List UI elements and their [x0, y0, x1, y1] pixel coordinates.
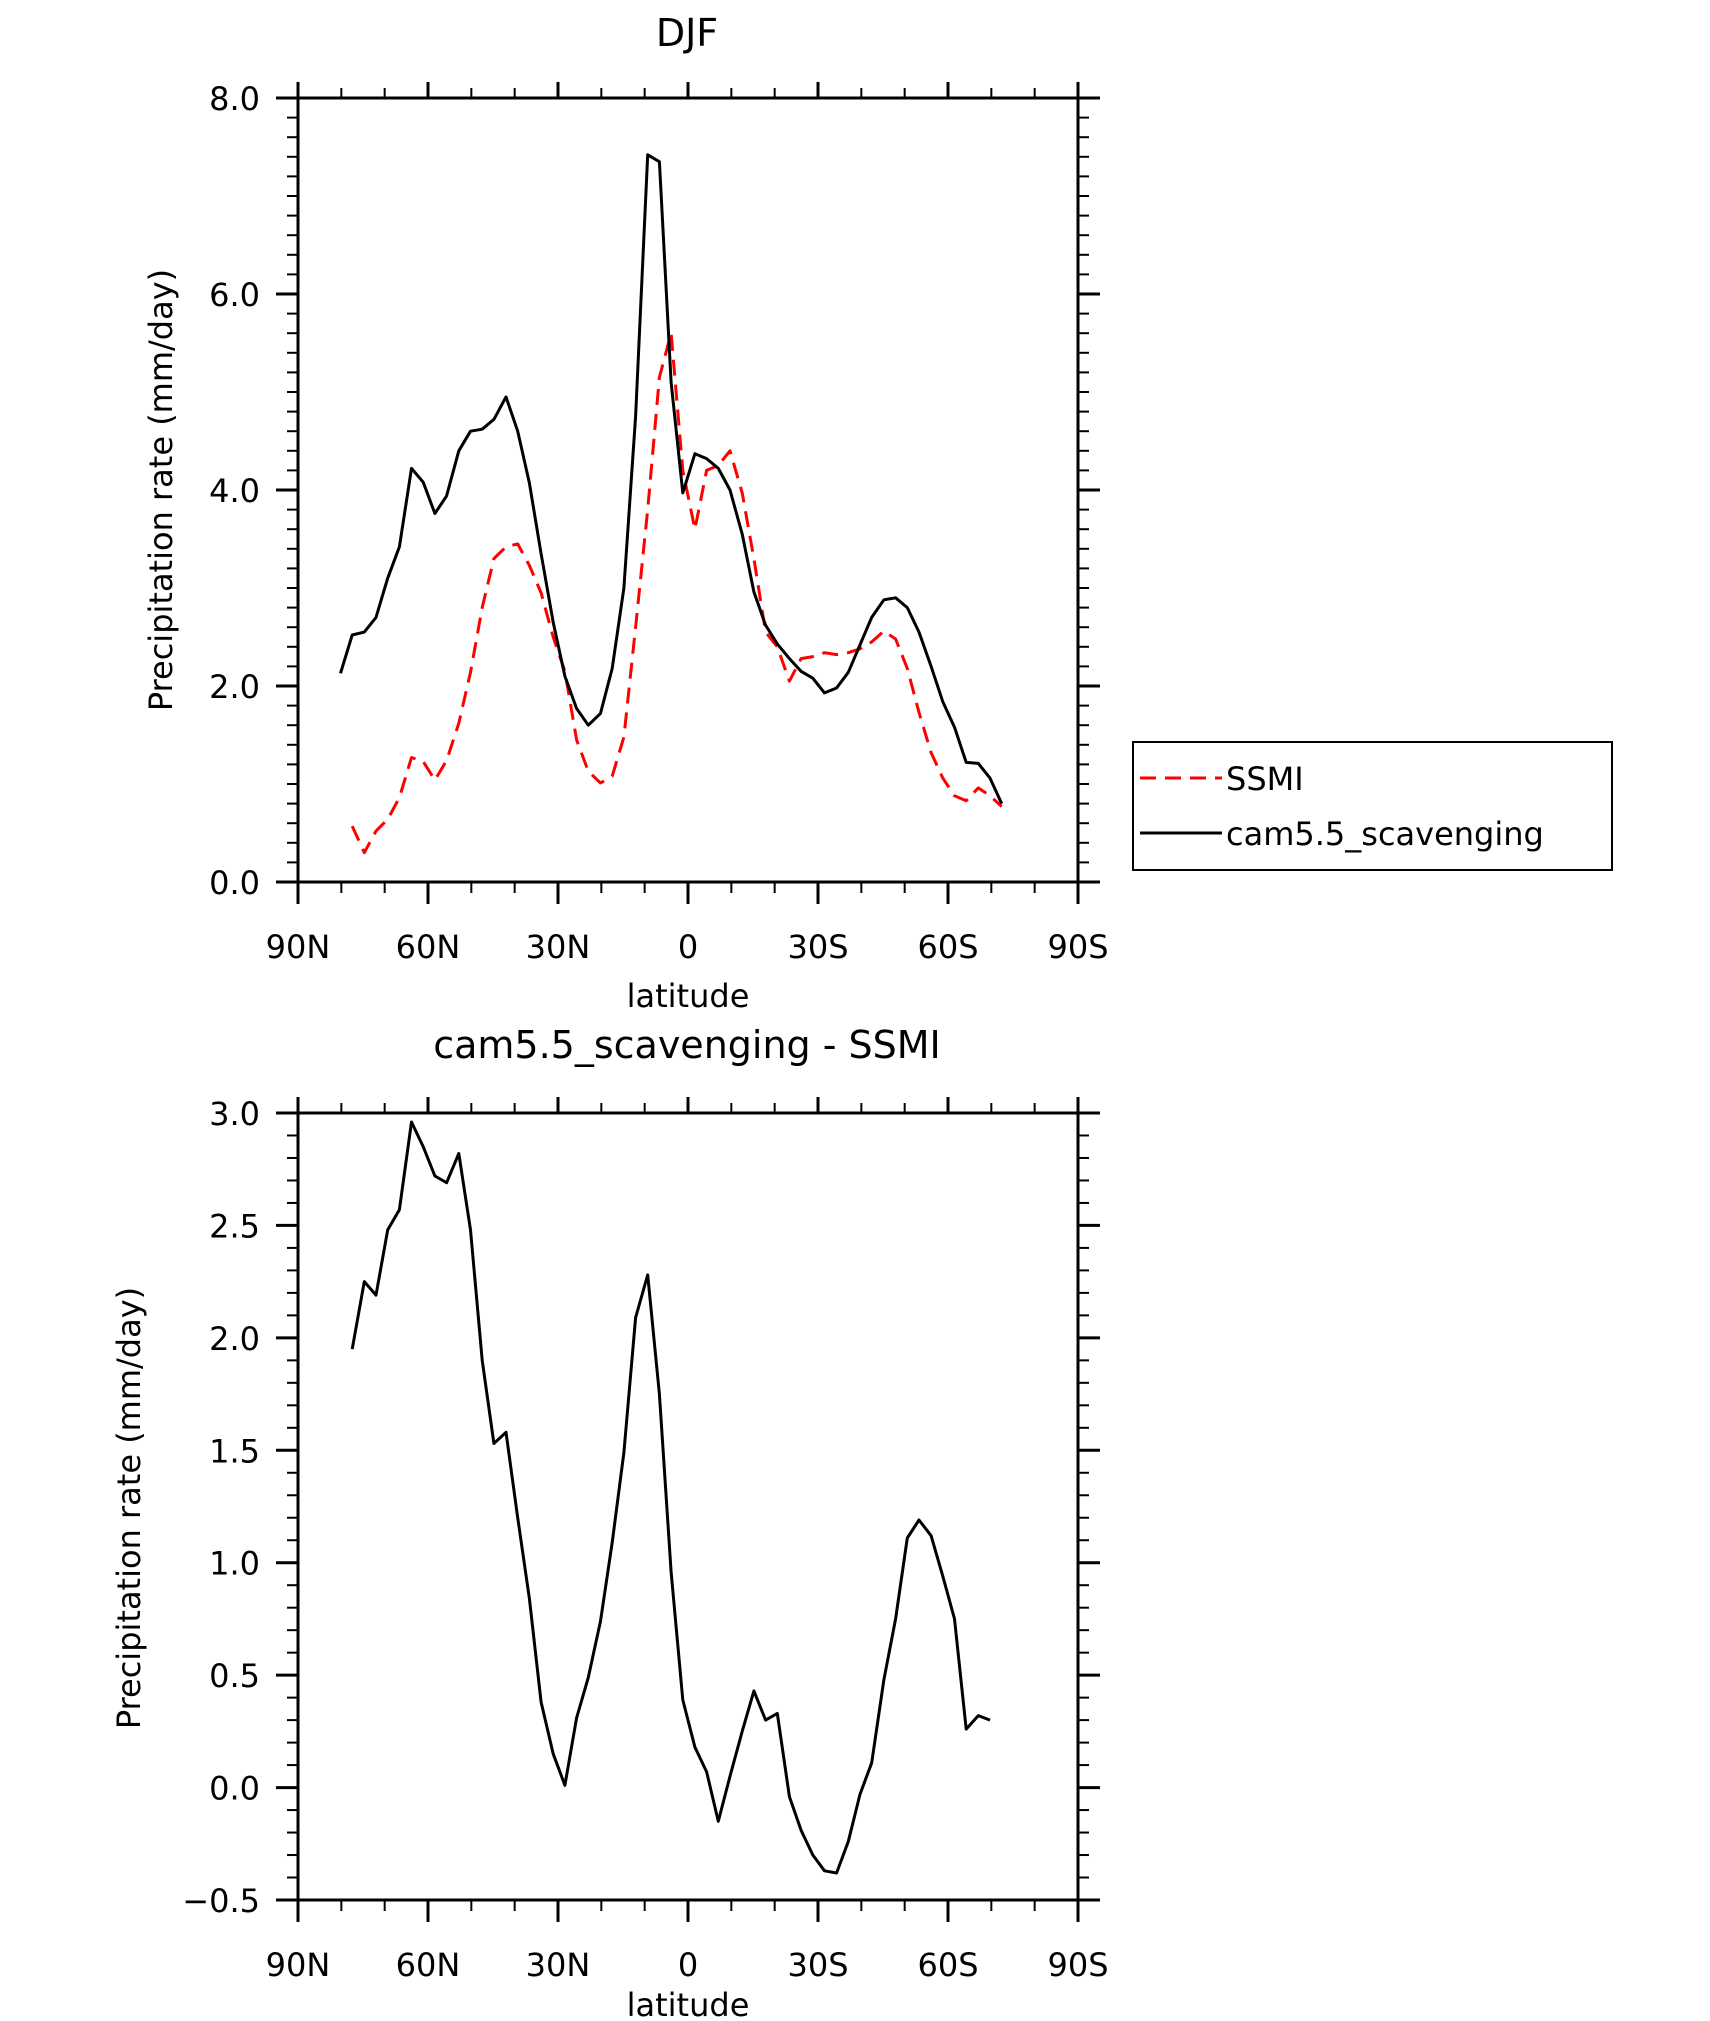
y-tick-label: −0.5	[182, 1882, 260, 1920]
x-tick-label: 0	[678, 928, 698, 966]
x-tick-label: 30S	[787, 1946, 848, 1984]
x-tick-label: 90S	[1047, 928, 1108, 966]
series-line-ssmi	[350, 331, 1003, 855]
x-tick-label: 30N	[526, 1946, 591, 1984]
chart-difference: cam5.5_scavenging - SSMI 90N 60N 30N 0 30S 60…	[110, 1023, 1109, 2021]
x-axis-title: latitude	[627, 977, 750, 1015]
y-tick-label: 3.0	[209, 1095, 260, 1133]
x-tick-label: 30N	[526, 928, 591, 966]
y-axis-title: Precipitation rate (mm/day)	[110, 1287, 148, 1729]
y-tick-label: 0.0	[209, 1770, 260, 1808]
x-tick-label: 30S	[787, 928, 848, 966]
y-tick-label: 0.0	[209, 864, 260, 902]
x-tick-label: 60S	[917, 1946, 978, 1984]
tick-marks	[276, 82, 1100, 904]
y-tick-label: 1.5	[209, 1432, 260, 1470]
x-tick-label: 60N	[396, 928, 461, 966]
x-tick-label: 60S	[917, 928, 978, 966]
series-layer	[339, 153, 1004, 855]
x-tick-labels: 90N 60N 30N 0 30S 60S 90S	[266, 928, 1109, 966]
x-tick-label: 60N	[396, 1946, 461, 1984]
y-tick-label: 0.5	[209, 1657, 260, 1695]
y-tick-labels: −0.5 0.0 0.5 1.0 1.5 2.0 2.5 3.0	[182, 1095, 260, 1920]
y-axis-title: Precipitation rate (mm/day)	[142, 269, 180, 711]
x-axis-title: latitude	[627, 1986, 750, 2021]
y-tick-label: 2.5	[209, 1207, 260, 1245]
y-tick-label: 1.0	[209, 1545, 260, 1583]
legend-label-ssmi: SSMI	[1226, 760, 1304, 798]
y-tick-labels: 0.0 2.0 4.0 6.0 8.0	[209, 80, 260, 902]
y-tick-label: 2.0	[209, 1320, 260, 1358]
x-tick-label: 90N	[266, 1946, 331, 1984]
x-tick-labels: 90N 60N 30N 0 30S 60S 90S	[266, 1946, 1109, 1984]
y-tick-label: 8.0	[209, 80, 260, 118]
y-tick-label: 6.0	[209, 276, 260, 314]
series-layer	[350, 1120, 991, 1875]
legend: SSMI cam5.5_scavenging	[1132, 741, 1613, 871]
series-line-cam5-5-scavenging	[339, 153, 1004, 805]
chart-title: cam5.5_scavenging - SSMI	[433, 1023, 941, 1067]
series-line-cam5-5-scavenging-ssmi	[350, 1120, 991, 1875]
y-tick-label: 2.0	[209, 668, 260, 706]
x-tick-label: 0	[678, 1946, 698, 1984]
tick-marks	[276, 1097, 1100, 1922]
legend-box	[1132, 741, 1613, 871]
x-tick-label: 90S	[1047, 1946, 1108, 1984]
plot-frame	[296, 1111, 1080, 1902]
y-tick-label: 4.0	[209, 472, 260, 510]
x-tick-label: 90N	[266, 928, 331, 966]
chart-djf-precipitation: DJF 90N 60N 30N 0 30S 60S 90S 0.02.04.06.08.0 …	[142, 11, 1613, 1015]
legend-label-cam: cam5.5_scavenging	[1226, 815, 1544, 853]
chart-title: DJF	[656, 11, 718, 55]
